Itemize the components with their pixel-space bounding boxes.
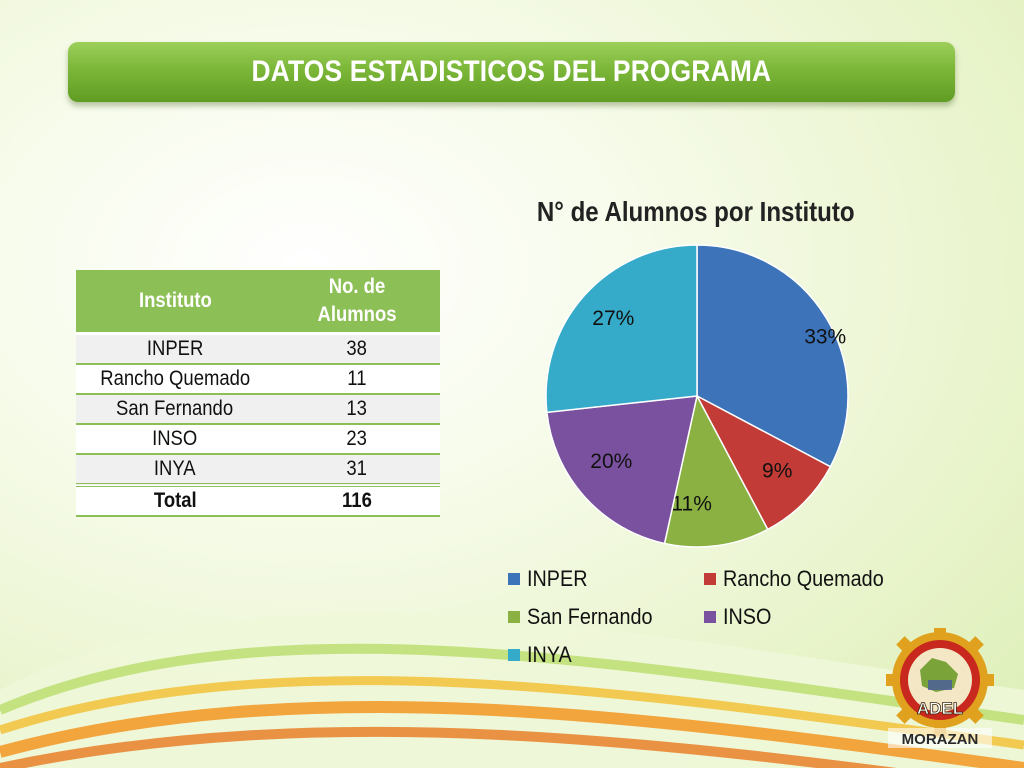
cell-instituto: INPER bbox=[76, 333, 274, 365]
legend-swatch bbox=[508, 611, 520, 623]
students-table: Instituto No. de Alumnos INPER 38 Rancho… bbox=[76, 270, 440, 517]
legend-label: INYA bbox=[527, 642, 572, 667]
table-row: Rancho Quemado 11 bbox=[76, 364, 440, 395]
cell-alumnos: 31 bbox=[274, 454, 440, 487]
svg-text:MORAZAN: MORAZAN bbox=[902, 731, 979, 748]
legend-swatch bbox=[508, 649, 520, 661]
cell-alumnos: 23 bbox=[274, 424, 440, 455]
legend-label: San Fernando bbox=[527, 604, 653, 629]
legend-swatch bbox=[704, 573, 716, 585]
total-value: 116 bbox=[274, 485, 440, 517]
legend-item: San Fernando bbox=[508, 604, 666, 630]
pie-data-label: 9% bbox=[762, 460, 792, 483]
table-header-row: Instituto No. de Alumnos bbox=[76, 270, 440, 335]
pie-data-label: 33% bbox=[804, 325, 846, 348]
pie-slice-inso bbox=[546, 395, 698, 545]
header-alumnos: No. de Alumnos bbox=[274, 270, 440, 335]
table-row: INYA 31 bbox=[76, 454, 440, 487]
cell-alumnos: 38 bbox=[274, 333, 440, 365]
legend-item: INSO bbox=[704, 604, 777, 630]
adel-morazan-logo: ADEL MORAZAN bbox=[886, 628, 994, 748]
legend-item: INYA bbox=[508, 642, 577, 668]
cell-alumnos: 11 bbox=[274, 364, 440, 395]
pie-data-label: 11% bbox=[671, 492, 711, 515]
table-row: San Fernando 13 bbox=[76, 394, 440, 425]
legend-label: Rancho Quemado bbox=[723, 566, 884, 591]
table-row: INSO 23 bbox=[76, 424, 440, 455]
header-instituto: Instituto bbox=[76, 270, 274, 335]
table-total-row: Total 116 bbox=[76, 485, 440, 517]
pie-slice-inya bbox=[545, 244, 698, 414]
pie-data-label: 27% bbox=[592, 307, 634, 330]
chart-title: N° de Alumnos por Instituto bbox=[537, 196, 855, 227]
title-banner: DATOS ESTADISTICOS DEL PROGRAMA bbox=[68, 42, 955, 102]
legend-label: INPER bbox=[527, 566, 588, 591]
pie-data-label: 20% bbox=[590, 450, 632, 473]
table-row: INPER 38 bbox=[76, 333, 440, 365]
cell-instituto: Rancho Quemado bbox=[76, 364, 274, 395]
cell-alumnos: 13 bbox=[274, 394, 440, 425]
legend-item: Rancho Quemado bbox=[704, 566, 902, 592]
pie-slice-san-fernando bbox=[663, 393, 769, 548]
cell-instituto: INSO bbox=[76, 424, 274, 455]
cell-instituto: San Fernando bbox=[76, 394, 274, 425]
legend-swatch bbox=[508, 573, 520, 585]
pie-slice-inper bbox=[696, 244, 849, 468]
pie-slice-rancho-quemado bbox=[695, 394, 832, 531]
cell-instituto: INYA bbox=[76, 454, 274, 487]
total-label: Total bbox=[76, 485, 274, 517]
svg-text:ADEL: ADEL bbox=[917, 699, 963, 718]
legend-label: INSO bbox=[723, 604, 772, 629]
slide-title: DATOS ESTADISTICOS DEL PROGRAMA bbox=[251, 55, 772, 88]
legend-swatch bbox=[704, 611, 716, 623]
legend-item: INPER bbox=[508, 566, 594, 592]
